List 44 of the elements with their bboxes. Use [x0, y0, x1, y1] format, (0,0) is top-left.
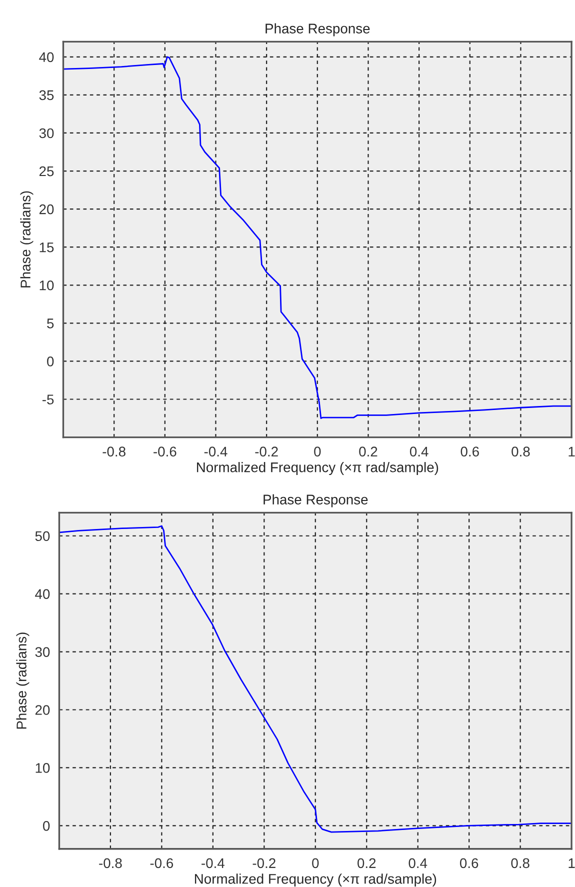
y-tick-label: 10	[36, 763, 50, 773]
x-tick-label: 1	[568, 446, 575, 456]
y-tick-label: 5	[47, 318, 54, 328]
y-tick-label: -5	[42, 394, 54, 404]
y-axis-title: Phase (radians)	[20, 191, 34, 288]
x-axis-title: Normalized Frequency (×π rad/sample)	[194, 874, 436, 887]
x-tick-label: -0.4	[204, 446, 228, 457]
x-tick-label: 0.8	[512, 446, 530, 457]
y-tick-label: 0	[43, 821, 50, 831]
x-tick-label: -0.4	[202, 858, 224, 868]
y-tick-label: 25	[39, 166, 54, 176]
y-tick-label: 40	[35, 589, 50, 599]
y-tick-label: 30	[39, 128, 54, 138]
x-tick-label: 0	[312, 858, 319, 868]
x-tick-label: -0.6	[154, 446, 176, 457]
y-tick-label: 20	[35, 705, 50, 715]
y-tick-label: 10	[40, 280, 54, 290]
x-tick-label: 0.2	[358, 858, 376, 868]
x-axis-title: Normalized Frequency (×π rad/sample)	[197, 462, 438, 475]
y-axis-title: Phase (radians)	[16, 632, 30, 729]
chart-title: Phase Response	[266, 23, 370, 36]
y-tick-label: 30	[35, 647, 50, 657]
y-tick-label: 15	[40, 242, 54, 252]
line-series	[63, 56, 572, 419]
x-tick-label: -0.2	[255, 446, 278, 457]
chart-title: Phase Response	[264, 494, 368, 508]
x-tick-label: 0.4	[410, 446, 428, 457]
x-tick-label: 1	[568, 858, 575, 868]
x-tick-label: 0.2	[359, 446, 378, 457]
y-tick-label: 35	[39, 90, 54, 100]
x-tick-label: 0.6	[460, 446, 479, 457]
y-tick-label: 0	[47, 356, 54, 366]
y-tick-label: 40	[39, 52, 54, 62]
x-tick-label: -0.6	[150, 858, 174, 868]
x-tick-label: -0.8	[102, 446, 126, 457]
x-tick-label: 0.4	[408, 858, 428, 868]
line-series	[59, 525, 572, 833]
y-tick-label: 50	[35, 531, 50, 542]
y-tick-label: 20	[39, 204, 54, 214]
x-tick-label: 0.8	[511, 858, 530, 868]
x-tick-label: 0	[314, 446, 321, 457]
x-tick-label: 0.6	[460, 858, 478, 868]
x-tick-label: -0.8	[99, 858, 122, 868]
x-tick-label: -0.2	[252, 858, 276, 868]
